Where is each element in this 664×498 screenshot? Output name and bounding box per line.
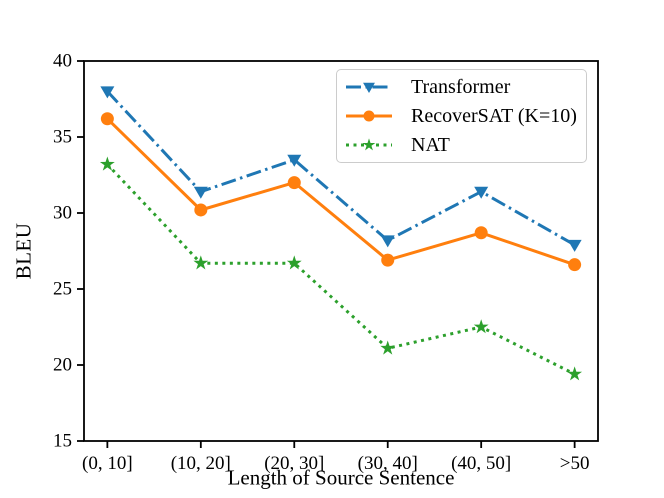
transformer-line-icon xyxy=(346,83,392,94)
axes xyxy=(83,60,599,442)
svg-text:(30, 40]: (30, 40] xyxy=(358,453,418,474)
svg-text:20: 20 xyxy=(53,355,72,376)
svg-text:30: 30 xyxy=(53,203,72,224)
x-axis-ticks: (0, 10] (10, 20] (20, 30] (30, 40] (40, 50] >… xyxy=(82,441,589,474)
series-nat xyxy=(99,156,583,381)
y-axis-ticks: 15 20 25 30 35 40 xyxy=(53,51,84,452)
legend: Transformer RecoverSAT (K=10) NAT xyxy=(336,69,587,163)
y-axis-label: BLEU xyxy=(11,222,36,280)
svg-text:(40, 50]: (40, 50] xyxy=(451,453,511,474)
legend-label-transformer: Transformer xyxy=(411,76,511,99)
svg-text:25: 25 xyxy=(53,279,72,300)
svg-text:(20, 30]: (20, 30] xyxy=(264,453,324,474)
legend-item-transformer: Transformer xyxy=(344,73,586,101)
svg-text:15: 15 xyxy=(53,431,72,452)
svg-text:40: 40 xyxy=(53,51,72,72)
legend-item-nat: NAT xyxy=(344,131,586,159)
series-transformer xyxy=(100,86,582,252)
svg-text:(10, 20]: (10, 20] xyxy=(171,453,231,474)
series-recoversat-k-10 xyxy=(100,112,582,272)
svg-text:>50: >50 xyxy=(560,453,590,474)
nat-line-icon xyxy=(346,138,392,151)
svg-text:35: 35 xyxy=(53,127,72,148)
legend-item-recoversat: RecoverSAT (K=10) xyxy=(344,102,586,130)
legend-label-recoversat: RecoverSAT (K=10) xyxy=(411,104,577,127)
recoversat-line-icon xyxy=(346,110,392,122)
x-axis-label: Length of Source Sentence xyxy=(227,465,455,490)
legend-label-nat: NAT xyxy=(411,133,450,156)
svg-text:(0, 10]: (0, 10] xyxy=(82,453,133,474)
